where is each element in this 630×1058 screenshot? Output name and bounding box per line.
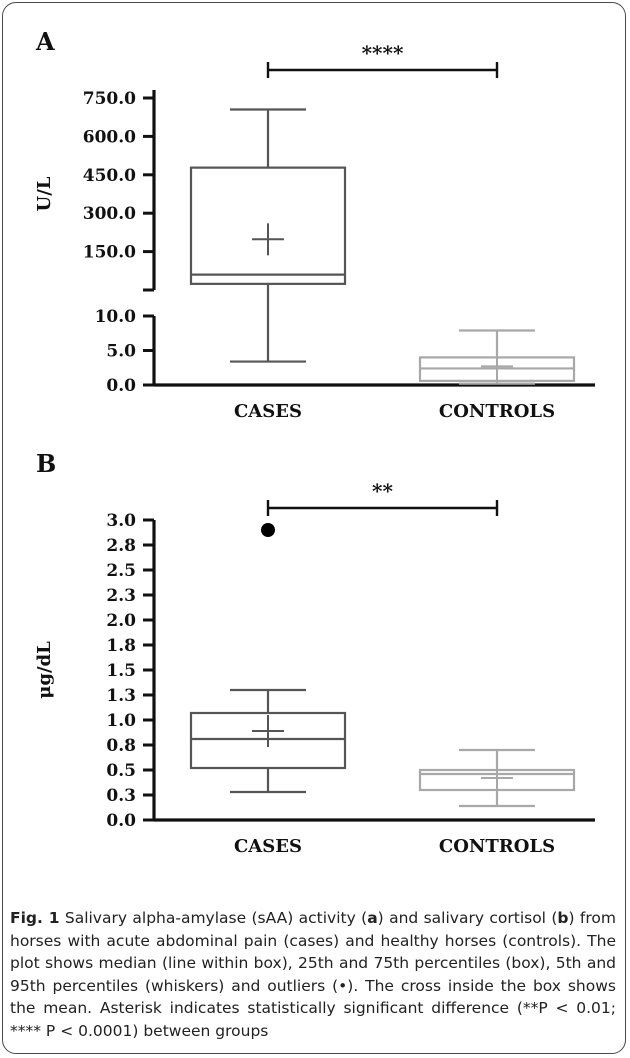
caption-fig-label: Fig. 1	[10, 909, 60, 927]
panel-b-sig-label: **	[372, 479, 393, 503]
panel-a-xtick-label-controls: CONTROLS	[439, 401, 555, 422]
panel-b-ytick-label-1.0: 1.0	[106, 711, 136, 731]
panel-label-b: B	[36, 449, 56, 478]
caption-segment-3: b	[557, 909, 569, 927]
panel-a-ytick-label-600.0: 600.0	[83, 127, 136, 147]
caption-text: Salivary alpha-amylase (sAA) activity (a…	[10, 909, 616, 1040]
panel-a-ytick-low-label-0.0: 0.0	[106, 376, 136, 396]
panel-a-y-axis-label: U/L	[34, 176, 55, 211]
panel-a-ytick-label-750.0: 750.0	[83, 89, 136, 109]
panel-b-xtick-label-cases: CASES	[234, 836, 302, 857]
panel-b-ytick-label-2.0: 2.0	[106, 611, 136, 631]
panel-a-ytick-label-150.0: 150.0	[83, 243, 136, 263]
panel-a-ytick-label-300.0: 300.0	[83, 204, 136, 224]
panel-b-ytick-label-3.0: 3.0	[106, 511, 136, 531]
caption-segment-2: ) and salivary cortisol (	[377, 909, 558, 927]
panel-label-a: A	[35, 27, 55, 56]
panel-b-ytick-label-2.8: 2.8	[106, 536, 136, 556]
panel-b-ytick-label-2.5: 2.5	[106, 561, 136, 581]
panel-a-ytick-low-label-10.0: 10.0	[95, 307, 137, 327]
panel-a-xtick-label-cases: CASES	[234, 401, 302, 422]
caption-segment-4: ) from horses with acute abdominal pain …	[10, 909, 616, 1040]
panel-b-y-axis-label: μg/dL	[34, 641, 55, 699]
panel-a-cases-box	[189, 166, 347, 285]
panel-a-ytick-label-450.0: 450.0	[83, 166, 136, 186]
panel-b-ytick-label-0.3: 0.3	[106, 786, 136, 806]
panel-a-ytick-low-label-5.0: 5.0	[106, 342, 136, 362]
caption-segment-1: a	[367, 909, 378, 927]
figure-caption: Fig. 1 Salivary alpha-amylase (sAA) acti…	[10, 907, 616, 1042]
panel-a-sig-label: ****	[362, 41, 404, 65]
panel-b-cases-box	[189, 711, 347, 770]
caption-segment-0: Salivary alpha-amylase (sAA) activity (	[59, 909, 368, 927]
panel-b-ytick-label-0.5: 0.5	[106, 761, 136, 781]
panel-b-ytick-label-0.0: 0.0	[106, 811, 136, 831]
panel-b-xtick-label-controls: CONTROLS	[439, 836, 555, 857]
panel-b-ytick-label-1.8: 1.8	[106, 636, 136, 656]
panel-b-cases-outlier-0	[261, 523, 275, 537]
panel-b-ytick-label-2.3: 2.3	[106, 586, 136, 606]
panel-b-ytick-label-1.5: 1.5	[106, 661, 136, 681]
panel-b-ytick-label-1.3: 1.3	[106, 686, 136, 706]
figure-chart: A 150.0 300.0 450.0 600.0 750.0 0.0 5.0 10.0 U/L *…	[34, 27, 595, 857]
panel-b-ytick-label-0.8: 0.8	[106, 736, 136, 756]
